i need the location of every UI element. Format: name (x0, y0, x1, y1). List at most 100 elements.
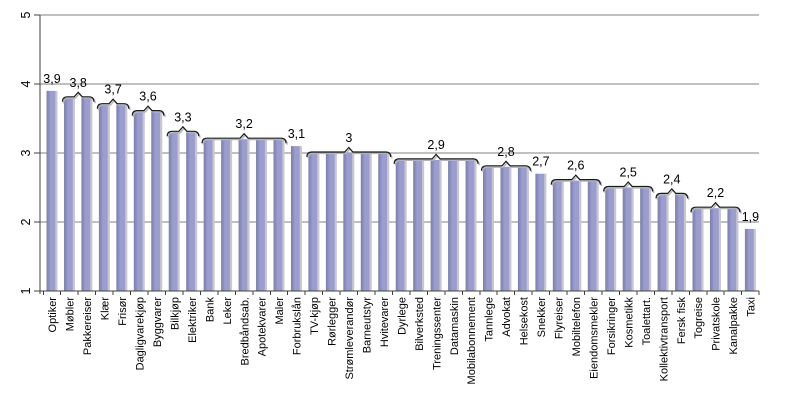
category-label: Togreise (693, 297, 705, 339)
category-label: Maler (274, 297, 286, 325)
bars-layer (46, 90, 756, 292)
bar (430, 159, 442, 291)
category-label: Byggvarer (152, 297, 164, 347)
bar (709, 208, 721, 291)
bar-value-label: 2,7 (532, 155, 549, 169)
group-brace (690, 201, 741, 213)
bar (570, 180, 582, 291)
category-label: Elektriker (187, 297, 199, 343)
group-brace (61, 91, 95, 102)
y-tick-label: 4 (19, 80, 33, 87)
bar (657, 194, 669, 291)
bar (116, 104, 128, 291)
bar-value-label: 2,5 (620, 166, 637, 180)
bar (622, 187, 634, 291)
bar (46, 90, 58, 292)
category-label: Forsikringer (606, 297, 618, 355)
bar (256, 139, 268, 291)
bar (273, 139, 285, 291)
bar (133, 111, 145, 291)
bar (744, 228, 756, 291)
bar (360, 153, 372, 291)
y-tick-label: 3 (19, 149, 33, 156)
bar (81, 97, 93, 291)
category-label: Toalettart. (641, 297, 653, 345)
bar-value-label: 3,9 (43, 72, 60, 86)
category-label: Privatskole (711, 297, 723, 351)
category-label: Bilverksted (414, 297, 426, 351)
bar-value-label: 2,4 (663, 172, 680, 186)
category-label: Snekker (536, 297, 548, 338)
bar (640, 187, 652, 291)
group-brace (166, 125, 200, 137)
bar (325, 153, 337, 291)
bar-value-label: 3,3 (174, 110, 191, 124)
bar (378, 153, 390, 291)
category-label: Mobiltelefon (571, 297, 583, 356)
category-label: Taxi (746, 297, 758, 317)
category-label: Bank (204, 297, 216, 323)
bar (151, 111, 163, 291)
bar (605, 187, 617, 291)
category-label: Strømleverandør (344, 297, 356, 380)
bar (587, 180, 599, 291)
y-tick-label: 2 (19, 218, 33, 225)
group-brace (603, 181, 654, 192)
category-label: Kosmetikk (623, 297, 635, 348)
category-label: Dagligvarekjøp (135, 297, 147, 370)
bar (552, 180, 564, 291)
category-label: Tannlege (484, 297, 496, 342)
group-brace (201, 132, 287, 144)
bar (186, 132, 198, 291)
category-label: Frisør (117, 297, 129, 326)
bar (727, 208, 739, 291)
category-label: Forbrukslån (292, 297, 304, 355)
category-label: Apotekvarer (257, 297, 269, 357)
bar-value-label: 3,7 (104, 83, 121, 97)
bar (500, 166, 512, 291)
bar (63, 97, 75, 291)
category-label: Pakkereiser (82, 297, 94, 355)
category-label: Leker (222, 297, 234, 325)
labels-layer: 1 2 3 4 5 Optiker Møbler Pakkereiser Klær Frisør D… (19, 11, 759, 384)
category-label: Flyreiser (554, 297, 566, 340)
category-label: TV-kjøp (309, 297, 321, 335)
category-label: Mobilabonnement (466, 297, 478, 384)
category-label: Eiendomsmekler (588, 297, 600, 379)
bar-value-label: 3,2 (235, 117, 252, 131)
category-label: Bilkjøp (169, 297, 181, 330)
group-brace (96, 98, 130, 109)
category-label: Hvitevarer (379, 297, 391, 347)
y-tick-label: 5 (19, 11, 33, 18)
category-label: Rørlegger (327, 297, 339, 346)
y-tick-label: 1 (19, 287, 33, 294)
bar (203, 139, 215, 291)
category-label: Optiker (47, 297, 59, 333)
bar (413, 159, 425, 291)
category-label: Klær (100, 297, 112, 321)
category-label: Barneutstyr (361, 297, 373, 354)
category-label: Bredbåndsab. (239, 297, 251, 366)
category-label: Helsekost (519, 297, 531, 345)
bar-value-label: 1,9 (742, 210, 759, 224)
group-braces-layer (61, 91, 742, 214)
category-label: Kollektivtransport (658, 297, 670, 381)
bar (290, 146, 302, 291)
bar-value-label: 2,9 (427, 138, 444, 152)
group-brace (480, 160, 531, 171)
bar-value-label: 3,6 (139, 90, 156, 104)
bar (448, 159, 460, 291)
category-label: Kanalpakke (728, 297, 740, 355)
bar (692, 208, 704, 291)
bar (238, 139, 250, 291)
bar-value-label: 2,8 (497, 145, 514, 159)
category-label: Treningssenter (431, 297, 443, 370)
bar (395, 159, 407, 291)
bar (221, 139, 233, 291)
bar (308, 153, 320, 291)
bar (465, 159, 477, 291)
bar-value-label: 2,6 (567, 159, 584, 173)
bar (517, 166, 529, 291)
